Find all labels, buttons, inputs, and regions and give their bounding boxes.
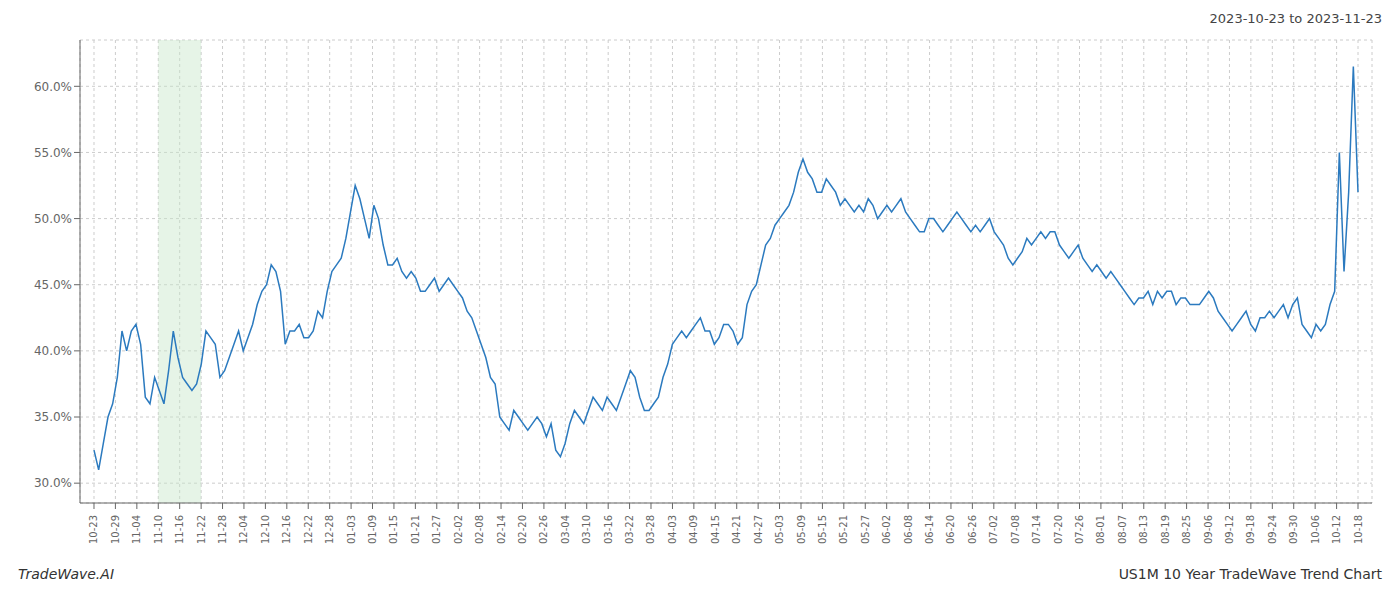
svg-text:09-30: 09-30 <box>1288 515 1299 544</box>
svg-text:06-20: 06-20 <box>945 515 956 544</box>
svg-text:03-10: 03-10 <box>581 515 592 544</box>
svg-text:01-21: 01-21 <box>410 515 421 544</box>
svg-text:07-14: 07-14 <box>1031 515 1042 544</box>
svg-text:10-18: 10-18 <box>1353 515 1364 544</box>
svg-text:05-21: 05-21 <box>838 515 849 544</box>
svg-text:02-20: 02-20 <box>517 515 528 544</box>
svg-text:08-13: 08-13 <box>1138 515 1149 544</box>
svg-text:03-28: 03-28 <box>645 515 656 544</box>
svg-text:08-07: 08-07 <box>1117 515 1128 544</box>
svg-text:04-03: 04-03 <box>667 515 678 544</box>
svg-text:09-06: 09-06 <box>1203 515 1214 544</box>
svg-text:11-28: 11-28 <box>217 515 228 544</box>
svg-text:09-18: 09-18 <box>1245 515 1256 544</box>
html-text:US1M 10 Year TradeWave Trend C: US1M 10 Year TradeWave Trend Chart <box>1118 566 1382 582</box>
svg-text:60.0%: 60.0% <box>34 80 72 94</box>
svg-text:09-24: 09-24 <box>1267 515 1278 544</box>
svg-text:03-04: 03-04 <box>560 515 571 544</box>
svg-text:11-10: 11-10 <box>153 515 164 544</box>
svg-text:01-03: 01-03 <box>346 515 357 544</box>
svg-text:05-03: 05-03 <box>774 515 785 544</box>
svg-text:10-23: 10-23 <box>88 515 99 544</box>
svg-text:09-12: 09-12 <box>1224 515 1235 544</box>
svg-text:04-21: 04-21 <box>731 515 742 544</box>
svg-text:50.0%: 50.0% <box>34 212 72 226</box>
svg-text:05-09: 05-09 <box>796 515 807 544</box>
svg-text:12-10: 12-10 <box>260 515 271 544</box>
svg-text:05-27: 05-27 <box>860 515 871 544</box>
svg-text:10-06: 10-06 <box>1310 515 1321 544</box>
svg-text:11-16: 11-16 <box>174 515 185 544</box>
svg-text:11-04: 11-04 <box>131 515 142 544</box>
svg-text:02-14: 02-14 <box>496 515 507 544</box>
svg-text:04-15: 04-15 <box>710 515 721 544</box>
svg-text:08-01: 08-01 <box>1095 515 1106 544</box>
svg-text:12-28: 12-28 <box>324 515 335 544</box>
svg-text:04-27: 04-27 <box>753 515 764 544</box>
svg-text:05-15: 05-15 <box>817 515 828 544</box>
svg-text:02-02: 02-02 <box>453 515 464 544</box>
svg-text:35.0%: 35.0% <box>34 410 72 424</box>
svg-text:45.0%: 45.0% <box>34 278 72 292</box>
html-text:TradeWave.AI: TradeWave.AI <box>18 566 114 582</box>
svg-text:08-19: 08-19 <box>1160 515 1171 544</box>
svg-text:02-26: 02-26 <box>538 515 549 544</box>
svg-text:12-16: 12-16 <box>281 515 292 544</box>
svg-text:01-15: 01-15 <box>388 515 399 544</box>
svg-text:11-22: 11-22 <box>196 515 207 544</box>
svg-text:06-14: 06-14 <box>924 515 935 544</box>
html-text:2023-10-23 to 2023-11-23: 2023-10-23 to 2023-11-23 <box>1209 11 1382 26</box>
svg-text:10-29: 10-29 <box>110 515 121 544</box>
svg-text:07-26: 07-26 <box>1074 515 1085 544</box>
svg-text:03-22: 03-22 <box>624 515 635 544</box>
svg-text:03-16: 03-16 <box>603 515 614 544</box>
svg-text:12-04: 12-04 <box>238 515 249 544</box>
svg-text:01-09: 01-09 <box>367 515 378 544</box>
svg-text:07-08: 07-08 <box>1010 515 1021 544</box>
svg-text:07-02: 07-02 <box>988 515 999 544</box>
svg-text:06-26: 06-26 <box>967 515 978 544</box>
svg-text:40.0%: 40.0% <box>34 344 72 358</box>
svg-text:06-08: 06-08 <box>903 515 914 544</box>
svg-text:12-22: 12-22 <box>303 515 314 544</box>
svg-text:30.0%: 30.0% <box>34 476 72 490</box>
svg-text:55.0%: 55.0% <box>34 146 72 160</box>
svg-text:06-02: 06-02 <box>881 515 892 544</box>
svg-text:08-25: 08-25 <box>1181 515 1192 544</box>
svg-text:02-08: 02-08 <box>474 515 485 544</box>
svg-text:04-09: 04-09 <box>688 515 699 544</box>
svg-text:10-12: 10-12 <box>1331 515 1342 544</box>
svg-text:01-27: 01-27 <box>431 515 442 544</box>
svg-text:07-20: 07-20 <box>1053 515 1064 544</box>
